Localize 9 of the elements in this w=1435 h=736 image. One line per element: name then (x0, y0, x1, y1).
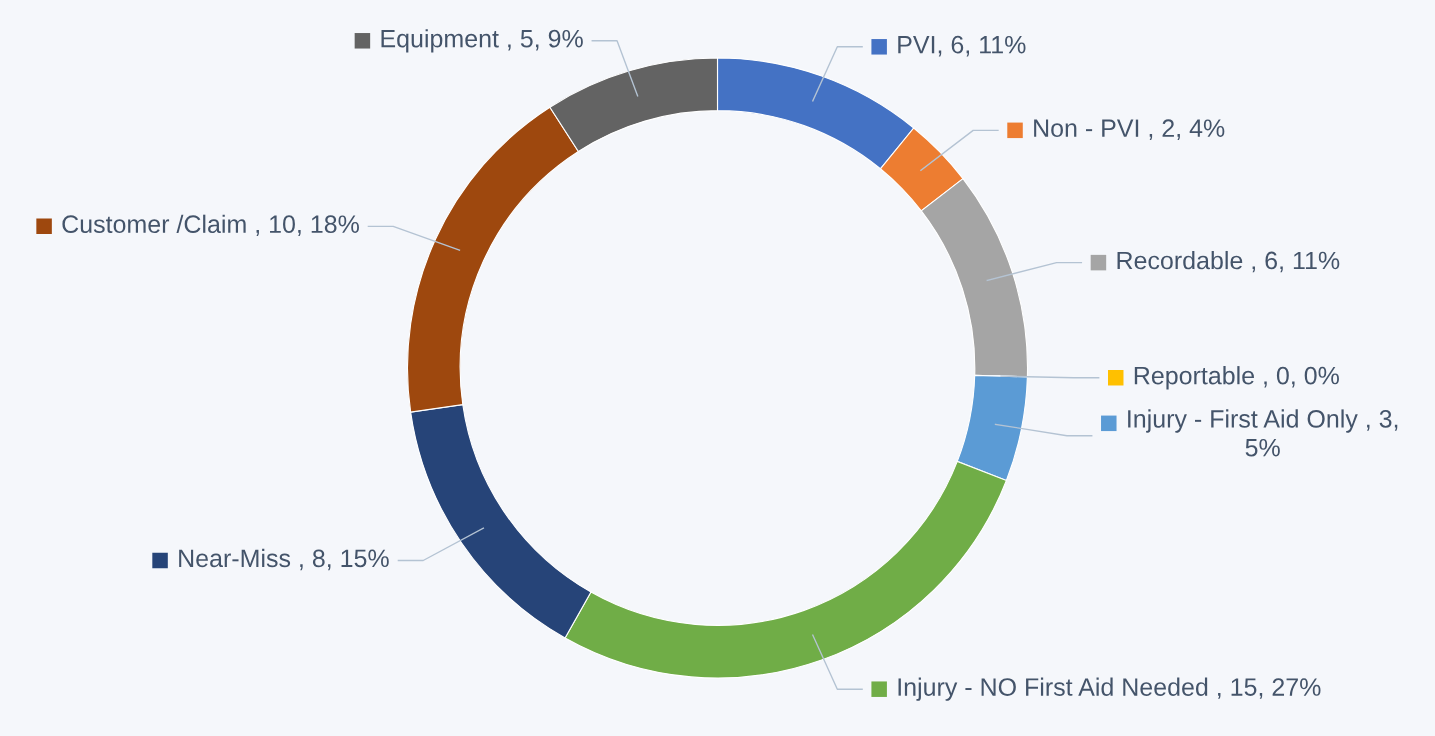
legend-label: PVI, 6, 11% (898, 35, 1026, 57)
legend-label: Reportable , 0, 0% (1134, 366, 1339, 390)
legend-label: Customer /Claim , 10, 18% (62, 214, 359, 236)
legend-label: Near-Miss , 8, 15% (179, 548, 389, 571)
legend-label: Recordable , 6, 11% (1117, 250, 1340, 273)
legend-label: Injury - NO First Aid Needed , 15, 27% (898, 677, 1321, 701)
legend-label: Equipment , 5, 9% (381, 29, 583, 53)
legend-label: Non - PVI , 2, 4% (1034, 119, 1225, 140)
legend-label: Injury - First Aid Only , 3, 5% (1128, 409, 1398, 457)
